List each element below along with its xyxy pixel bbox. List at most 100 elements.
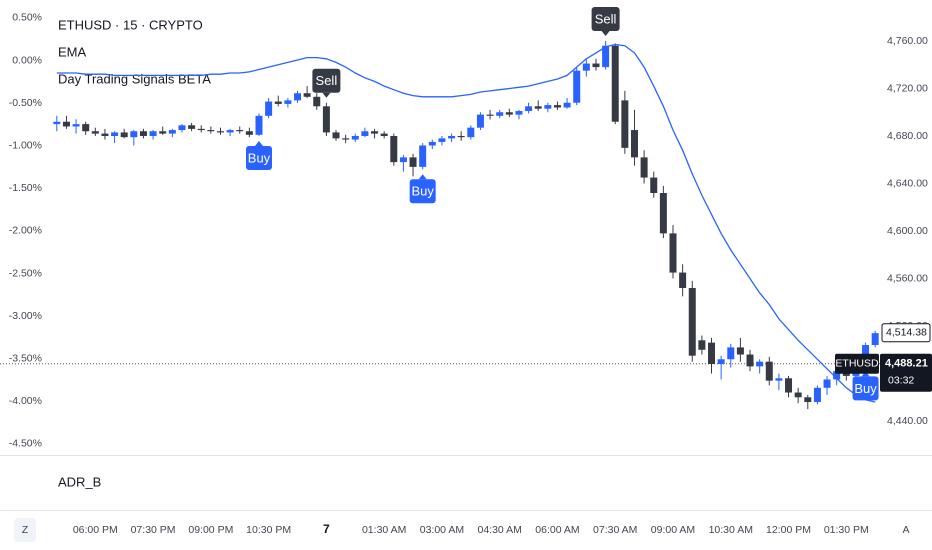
log-toggle[interactable]: Z <box>22 524 29 536</box>
candle-body <box>515 111 523 115</box>
signal-box <box>852 376 879 401</box>
price-tag <box>880 353 932 392</box>
x-tick-label: 06:00 PM <box>73 524 118 536</box>
candle-body <box>380 133 388 136</box>
signal-box <box>245 145 272 170</box>
candle-body <box>332 132 340 139</box>
candle-body <box>525 106 533 112</box>
lower-pane-title: ADR_B <box>58 474 101 489</box>
x-tick-label: 12:00 PM <box>766 524 811 536</box>
candle-body <box>640 157 648 178</box>
x-tick-label: 01:30 PM <box>824 524 869 536</box>
signal-label: Buy <box>248 150 271 165</box>
candle-body <box>621 100 629 148</box>
candle-body <box>149 131 157 136</box>
candle-body <box>679 272 687 289</box>
x-tick-label: 01:30 AM <box>362 524 406 536</box>
candle-body <box>698 340 706 350</box>
candle-body <box>53 121 61 125</box>
candle-body <box>486 114 494 116</box>
ema-line <box>56 43 876 403</box>
signal-label: Sell <box>595 11 617 26</box>
signal-label: Buy <box>411 184 434 199</box>
candle-body <box>178 125 186 131</box>
signal-pointer <box>861 371 870 377</box>
candle-body <box>438 138 446 142</box>
auto-toggle[interactable]: A <box>902 524 909 536</box>
x-tick-label: 07:30 PM <box>131 524 176 536</box>
last-price-label: 4,514.38 <box>886 326 927 338</box>
candle-body <box>496 112 504 116</box>
x-tick-label: 09:00 PM <box>188 524 233 536</box>
candle-body <box>823 379 831 388</box>
x-tick-label: 09:00 AM <box>651 524 695 536</box>
candle-body <box>139 131 147 136</box>
candle-body <box>197 128 205 131</box>
y2-tick-label: -4.50% <box>9 438 42 450</box>
candle-body <box>775 378 783 381</box>
candle-body <box>756 361 764 367</box>
y2-tick-label: -0.50% <box>9 97 42 109</box>
candle-body <box>62 121 70 127</box>
price-tag-label: 4,488.21 <box>885 358 928 370</box>
candle-body <box>544 105 552 109</box>
candle-body <box>688 288 696 356</box>
candle-body <box>467 127 475 138</box>
candle-body <box>120 132 128 138</box>
x-tick-label: 07:30 AM <box>593 524 637 536</box>
signal-pointer <box>418 174 427 180</box>
signal-box <box>312 68 341 93</box>
y2-tick-label: -1.50% <box>9 182 42 194</box>
y-tick-label: 4,600.00 <box>887 225 928 237</box>
candle-body <box>168 130 176 134</box>
last-price-box <box>881 323 931 343</box>
candle-body <box>573 70 581 103</box>
candle-body <box>602 45 610 68</box>
y2-tick-label: -3.50% <box>9 352 42 364</box>
candle-body <box>630 130 638 158</box>
log-button[interactable] <box>14 518 36 542</box>
candle-body <box>476 114 484 128</box>
candle-body <box>284 100 292 104</box>
candle-body <box>765 361 773 381</box>
signal-pointer <box>322 92 331 98</box>
candle-body <box>833 371 841 380</box>
y2-tick-label: -1.00% <box>9 139 42 151</box>
candle-body <box>294 93 302 101</box>
candle-body <box>708 342 716 365</box>
candle-body <box>255 115 263 135</box>
candle-body <box>111 132 119 136</box>
candle-body <box>553 105 561 108</box>
y-tick-label: 4,680.00 <box>887 130 928 142</box>
candle-body <box>409 157 417 167</box>
y-tick-label: 4,760.00 <box>887 35 928 47</box>
countdown-label: 03:32 <box>888 375 914 387</box>
candle-body <box>428 141 436 146</box>
x-tick-label: 06:00 AM <box>535 524 579 536</box>
candle-body <box>448 135 456 139</box>
signal-label: Sell <box>316 73 338 88</box>
candle-body <box>342 138 350 140</box>
candle-body <box>813 387 821 403</box>
candle-body <box>245 131 253 135</box>
signal-box <box>591 6 620 31</box>
candle-body <box>390 135 398 163</box>
y2-tick-label: -2.50% <box>9 267 42 279</box>
candle-body <box>216 131 224 133</box>
signal-box <box>409 179 436 204</box>
x-tick-label: 04:30 AM <box>478 524 522 536</box>
y2-tick-label: 0.50% <box>12 12 42 24</box>
candle-body <box>371 131 379 134</box>
symbol-label: ETHUSD <box>835 358 879 370</box>
signal-label: Buy <box>854 381 877 396</box>
candle-body <box>794 392 802 398</box>
candle-body <box>236 130 244 132</box>
candle-body <box>130 131 138 138</box>
candle-body <box>592 63 600 68</box>
candle-body <box>226 130 234 133</box>
candle-body <box>265 101 273 116</box>
candle-body <box>419 145 427 167</box>
candle-body <box>505 112 513 115</box>
candle-body <box>746 354 754 367</box>
